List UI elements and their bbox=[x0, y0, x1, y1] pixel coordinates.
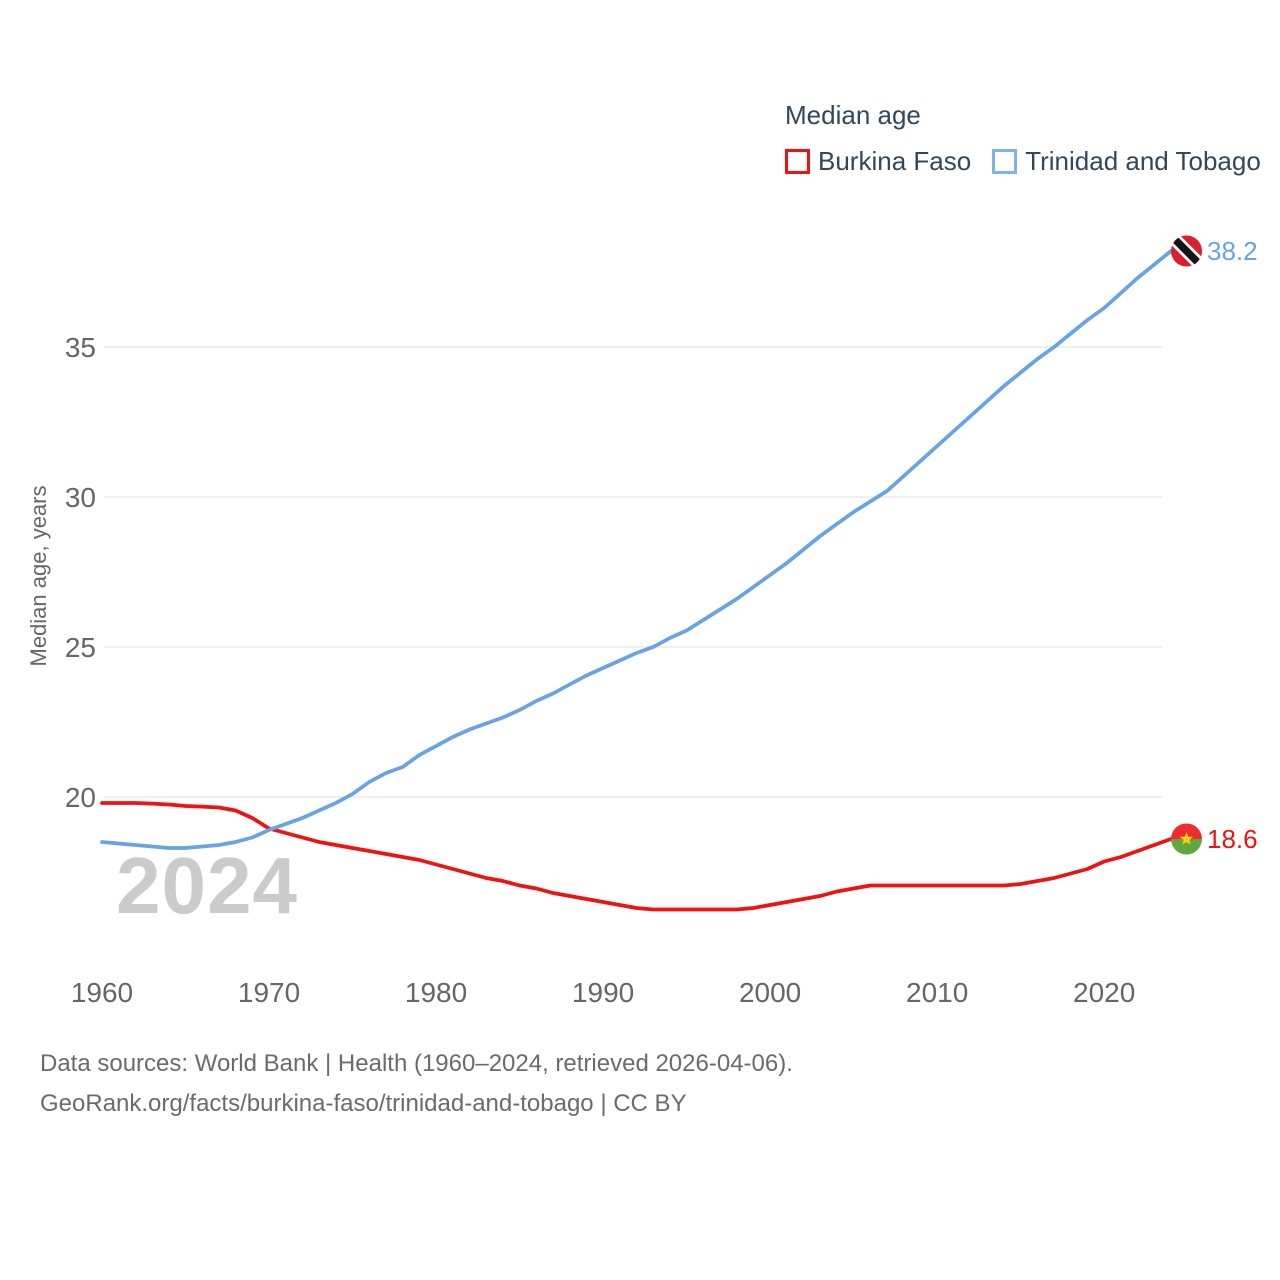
x-axis-tick-label: 1960 bbox=[71, 977, 133, 1008]
series-line-trinidad-and-tobago[interactable] bbox=[100, 249, 1173, 850]
year-watermark: 2024 bbox=[116, 841, 298, 930]
attribution-line: GeoRank.org/facts/burkina-faso/trinidad-… bbox=[40, 1090, 687, 1117]
gridlines bbox=[104, 346, 1162, 798]
footer: Data sources: World Bank | Health (1960–… bbox=[40, 1044, 793, 1124]
trinidad-end-value-label: 38.2 bbox=[1207, 236, 1258, 266]
x-axis-tick-label: 1990 bbox=[572, 977, 634, 1008]
y-axis-tick-label: 30 bbox=[65, 482, 96, 513]
series-line-burkina-faso[interactable] bbox=[100, 801, 1173, 912]
y-axis-tick-label: 35 bbox=[65, 332, 96, 363]
x-axis-tick-label: 1980 bbox=[405, 977, 467, 1008]
x-axis-labels: 1960 1970 1980 1990 2000 2010 2020 bbox=[71, 977, 1135, 1008]
burkina-faso-flag-icon[interactable] bbox=[1171, 823, 1203, 855]
x-axis-tick-label: 2010 bbox=[906, 977, 968, 1008]
data-sources-line: Data sources: World Bank | Health (1960–… bbox=[40, 1050, 793, 1077]
trinidad-and-tobago-flag-icon[interactable] bbox=[1171, 235, 1203, 267]
y-axis-title: Median age, years bbox=[26, 486, 51, 667]
burkina-faso-series-swatch bbox=[785, 149, 810, 174]
series-lines bbox=[100, 249, 1173, 912]
legend-item-burkina-faso[interactable]: Burkina Faso bbox=[785, 146, 971, 177]
trinidad-and-tobago-series-swatch bbox=[992, 149, 1018, 174]
legend-row: Burkina Faso Trinidad and Tobago bbox=[785, 146, 1261, 177]
x-axis-tick-label: 2020 bbox=[1073, 977, 1135, 1008]
legend-title: Median age bbox=[785, 100, 921, 130]
y-axis-tick-label: 25 bbox=[65, 632, 96, 663]
y-axis-tick-label: 20 bbox=[65, 782, 96, 813]
y-axis-labels: 20 25 30 35 bbox=[65, 332, 96, 813]
legend-label-trinidad-and-tobago: Trinidad and Tobago bbox=[1025, 146, 1261, 176]
chart-legend: Median age Burkina Faso Trinidad and Tob… bbox=[785, 100, 1261, 177]
legend-item-trinidad-and-tobago[interactable]: Trinidad and Tobago bbox=[992, 146, 1261, 177]
burkina-end-value-label: 18.6 bbox=[1207, 824, 1258, 854]
x-axis-tick-label: 2000 bbox=[739, 977, 801, 1008]
x-axis-tick-label: 1970 bbox=[238, 977, 300, 1008]
legend-label-burkina-faso: Burkina Faso bbox=[818, 146, 972, 176]
